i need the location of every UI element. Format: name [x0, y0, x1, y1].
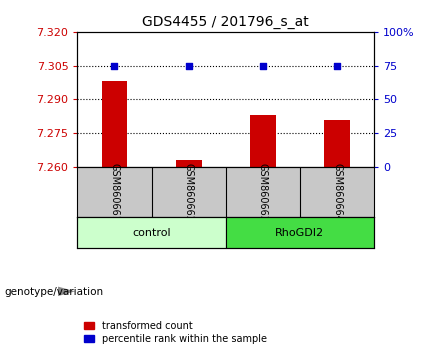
Text: genotype/variation: genotype/variation [4, 287, 104, 297]
Bar [101, 81, 127, 167]
Polygon shape [58, 287, 75, 296]
Bar [324, 120, 350, 167]
Text: RhoGDI2: RhoGDI2 [275, 228, 325, 238]
Bar [250, 115, 276, 167]
Bar [226, 217, 374, 248]
Legend: transformed count, percentile rank within the sample: transformed count, percentile rank withi… [82, 319, 269, 346]
Point [111, 63, 118, 68]
Bar [77, 217, 226, 248]
Text: control: control [132, 228, 171, 238]
Text: GSM860662: GSM860662 [184, 162, 194, 222]
Title: GDS4455 / 201796_s_at: GDS4455 / 201796_s_at [142, 16, 309, 29]
Text: GSM860661: GSM860661 [110, 163, 120, 222]
Point [259, 63, 266, 68]
Bar [176, 160, 202, 167]
Point [334, 63, 341, 68]
Point [185, 63, 192, 68]
Text: GSM860663: GSM860663 [258, 163, 268, 222]
Text: GSM860664: GSM860664 [332, 163, 342, 222]
